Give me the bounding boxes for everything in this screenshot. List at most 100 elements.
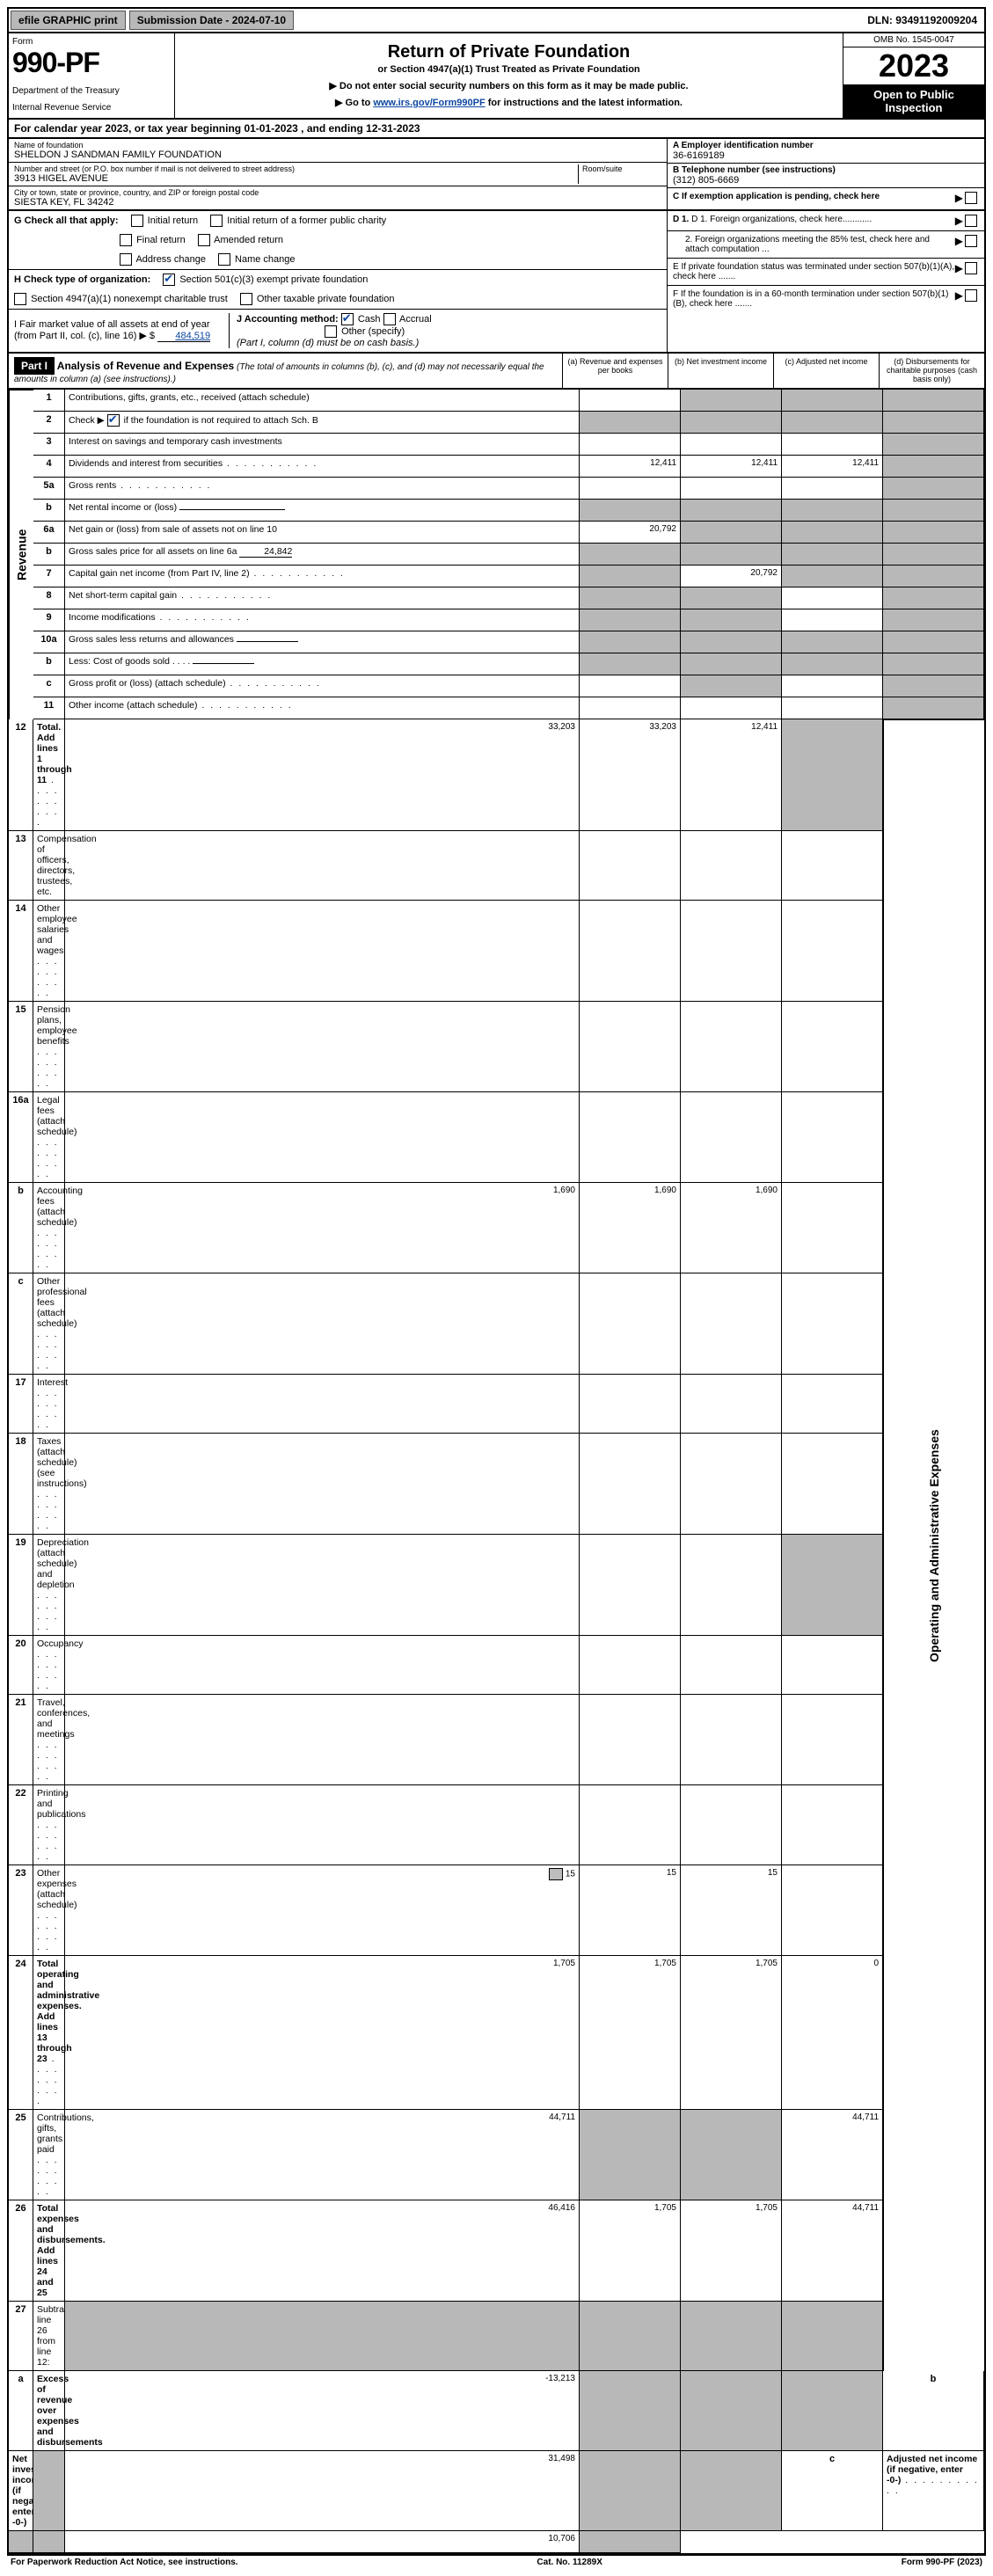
line-2: Check ▶ if the foundation is not require… (65, 412, 580, 434)
val-16b-c: 1,690 (681, 1183, 782, 1273)
j-opt2: Accrual (399, 314, 432, 325)
checkbox-e[interactable] (965, 262, 977, 274)
val-24a: 1,705 (65, 1956, 580, 2110)
val-27c: 10,706 (65, 2531, 580, 2553)
line-17: Interest (33, 1375, 65, 1434)
phone-label: B Telephone number (see instructions) (673, 165, 979, 175)
h-opt2: Section 4947(a)(1) nonexempt charitable … (31, 294, 228, 304)
val-6b-inline: 24,842 (239, 546, 292, 558)
line-num: 15 (9, 1002, 33, 1092)
checkbox-address-change[interactable] (120, 253, 132, 266)
g-opt6: Name change (235, 254, 296, 265)
line-num: c (33, 675, 65, 697)
g-opt3: Address change (135, 254, 206, 265)
line-16c: Other professional fees (attach schedule… (33, 1273, 65, 1375)
checkbox-initial-former[interactable] (210, 215, 223, 227)
line-num: b (33, 653, 65, 675)
line-10c: Gross profit or (loss) (attach schedule) (65, 675, 580, 697)
arrow-icon: ▶ (955, 192, 963, 204)
line-21: Travel, conferences, and meetings (33, 1695, 65, 1785)
line-3: Interest on savings and temporary cash i… (65, 434, 580, 456)
address-city-cell: City or town, state or province, country… (9, 186, 667, 209)
street-label: Number and street (or P.O. box number if… (14, 164, 578, 173)
arrow-icon: ▶ (955, 235, 963, 247)
val-26c: 1,705 (681, 2200, 782, 2302)
footer-cat: Cat. No. 11289X (537, 2558, 602, 2567)
submission-date: Submission Date - 2024-07-10 (129, 11, 294, 30)
line-num: 7 (33, 566, 65, 587)
city-label: City or town, state or province, country… (14, 188, 661, 197)
checkbox-d1[interactable] (965, 215, 977, 227)
val-12c: 12,411 (681, 719, 782, 831)
line-23: Other expenses (attach schedule) (33, 1865, 65, 1956)
checkbox-4947[interactable] (14, 293, 26, 305)
checkbox-cash[interactable] (341, 313, 354, 325)
arrow-icon: ▶ (955, 289, 963, 302)
form-label: Form (12, 37, 171, 47)
g-opt2: Final return (136, 235, 186, 245)
line-6b: Gross sales price for all assets on line… (65, 544, 580, 566)
checkbox-initial-return[interactable] (131, 215, 143, 227)
line-10b: Less: Cost of goods sold . . . . (65, 653, 580, 675)
checkbox-d2[interactable] (965, 235, 977, 247)
instruction-ssn: ▶ Do not enter social security numbers o… (180, 80, 837, 91)
checkbox-c[interactable] (965, 192, 977, 204)
line-7: Capital gain net income (from Part IV, l… (65, 566, 580, 587)
line-8: Net short-term capital gain (65, 587, 580, 609)
line-num: 4 (33, 456, 65, 478)
phone-cell: B Telephone number (see instructions) (3… (668, 164, 984, 188)
checkbox-accrual[interactable] (383, 313, 396, 325)
box-c: C If exemption application is pending, c… (668, 188, 984, 208)
room-label: Room/suite (582, 164, 661, 173)
attachment-icon[interactable] (549, 1868, 563, 1880)
line-num: 10a (33, 631, 65, 653)
h-opt3: Other taxable private foundation (257, 294, 395, 304)
line-20: Occupancy (33, 1636, 65, 1695)
foundation-name-cell: Name of foundation SHELDON J SANDMAN FAM… (9, 139, 667, 163)
line-5a: Gross rents (65, 478, 580, 500)
address-street-cell: Number and street (or P.O. box number if… (9, 163, 667, 186)
line-num: 16a (9, 1092, 33, 1183)
line-num: 9 (33, 609, 65, 631)
col-a-header: (a) Revenue and expenses per books (562, 354, 668, 388)
val-27a: -13,213 (65, 2371, 580, 2451)
checkbox-f[interactable] (965, 289, 977, 302)
val-26d: 44,711 (782, 2200, 883, 2302)
box-c-text: C If exemption application is pending, c… (673, 192, 880, 201)
line-num: 23 (9, 1865, 33, 1956)
checkbox-amended[interactable] (198, 234, 210, 246)
checkbox-name-change[interactable] (218, 253, 230, 266)
irs-link[interactable]: www.irs.gov/Form990PF (373, 98, 485, 108)
val-24c: 1,705 (681, 1956, 782, 2110)
line-num: 17 (9, 1375, 33, 1434)
city-value: SIESTA KEY, FL 34242 (14, 197, 661, 208)
d2-text: 2. Foreign organizations meeting the 85%… (673, 235, 955, 254)
line-11: Other income (attach schedule) (65, 697, 580, 719)
line-num: 2 (33, 412, 65, 434)
val-6a: 20,792 (580, 522, 681, 544)
val-23a: 15 (65, 1865, 580, 1956)
checkbox-other-taxable[interactable] (240, 293, 252, 305)
line-16a: Legal fees (attach schedule) (33, 1092, 65, 1183)
val-4a: 12,411 (580, 456, 681, 478)
ein-value: 36-6169189 (673, 150, 979, 161)
checkbox-final-return[interactable] (120, 234, 132, 246)
val-12b: 33,203 (580, 719, 681, 831)
checkbox-501c3[interactable] (163, 274, 175, 286)
val-27b: 31,498 (65, 2451, 580, 2531)
g-label: G Check all that apply: (14, 215, 119, 226)
val-26a: 46,416 (65, 2200, 580, 2302)
line-13: Compensation of officers, directors, tru… (33, 831, 65, 901)
line-12: Total. Add lines 1 through 11 (33, 719, 65, 831)
open-inspection-badge: Open to Public Inspection (843, 84, 984, 118)
box-f: F If the foundation is in a 60-month ter… (668, 286, 984, 312)
checkbox-other-method[interactable] (325, 325, 337, 338)
checkbox-sch-b[interactable] (107, 414, 120, 427)
ein-label: A Employer identification number (673, 141, 979, 150)
efile-print-button[interactable]: efile GRAPHIC print (11, 11, 126, 30)
cell (580, 390, 681, 412)
line-num: b (9, 1183, 33, 1273)
line-25: Contributions, gifts, grants paid (33, 2110, 65, 2200)
g-opt4: Initial return of a former public charit… (227, 215, 386, 226)
row-ij: I Fair market value of all assets at end… (9, 310, 667, 352)
